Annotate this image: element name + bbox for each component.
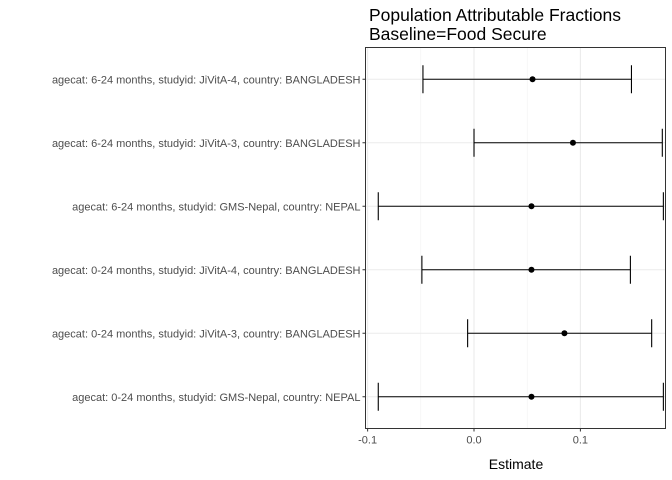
y-tick-label: agecat: 6-24 months, studyid: JiVitA-3, … — [52, 138, 361, 150]
error-bar — [473, 128, 663, 157]
error-bar — [422, 65, 633, 94]
y-tick-label: agecat: 0-24 months, studyid: GMS-Nepal,… — [72, 392, 360, 404]
estimate-point — [528, 393, 535, 400]
estimate-point — [561, 330, 568, 337]
error-bar — [377, 192, 664, 221]
x-axis-label: Estimate — [489, 456, 544, 472]
x-tick-label: -0.1 — [358, 435, 377, 447]
plot-panel-border — [365, 47, 666, 429]
y-tick-label: agecat: 6-24 months, studyid: GMS-Nepal,… — [72, 201, 360, 213]
plot-marks — [377, 65, 664, 411]
estimate-point — [529, 76, 536, 83]
estimate-point — [569, 139, 576, 146]
y-tick-label: agecat: 6-24 months, studyid: JiVitA-4, … — [52, 74, 361, 86]
x-tick-label: 0.0 — [466, 435, 481, 447]
error-bar — [467, 319, 653, 348]
error-bar — [377, 382, 664, 411]
x-tick-label: 0.1 — [573, 435, 588, 447]
grid-lines — [365, 47, 666, 429]
x-axis: -0.1 0.0 0.1 — [358, 428, 588, 447]
y-axis: agecat: 6-24 months, studyid: JiVitA-4, … — [52, 74, 366, 404]
chart-title: Population Attributable Fractions — [369, 5, 621, 25]
estimate-point — [528, 266, 535, 273]
y-tick-label: agecat: 0-24 months, studyid: JiVitA-3, … — [52, 328, 361, 340]
y-tick-label: agecat: 0-24 months, studyid: JiVitA-4, … — [52, 265, 361, 277]
error-bar — [421, 255, 631, 284]
chart-subtitle: Baseline=Food Secure — [369, 24, 547, 44]
estimate-point — [528, 203, 535, 210]
